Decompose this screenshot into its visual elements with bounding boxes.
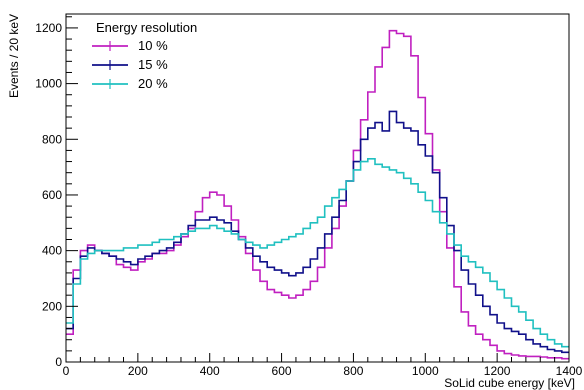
y-tick-label: 200 (42, 299, 62, 313)
ticks-layer (65, 16, 570, 363)
series-layer (66, 29, 569, 360)
x-tick-label: 1400 (556, 364, 583, 378)
y-tick-label: 1000 (35, 77, 62, 91)
plot-frame (65, 13, 570, 363)
x-tick-label: 200 (128, 364, 148, 378)
x-tick-label: 800 (343, 364, 363, 378)
x-axis-label: SoLid cube energy [keV] (444, 376, 575, 390)
legend-label: 20 % (138, 76, 168, 91)
y-axis-label: Events / 20 keV (7, 14, 21, 98)
legend: Energy resolution 10 % 15 % 20 % (92, 20, 197, 91)
legend-entry: 10 % (92, 38, 168, 53)
x-tick-label: 1200 (484, 364, 511, 378)
legend-title: Energy resolution (96, 20, 197, 35)
x-tick-label: 400 (200, 364, 220, 378)
y-tick-label: 600 (42, 188, 62, 202)
legend-entries: 10 % 15 % 20 % (92, 38, 168, 91)
series-line-1 (66, 29, 569, 360)
legend-entry: 20 % (92, 76, 168, 91)
y-tick-label: 0 (55, 355, 62, 369)
y-tick-label: 400 (42, 244, 62, 258)
y-tick-label: 800 (42, 132, 62, 146)
x-tick-label: 600 (272, 364, 292, 378)
tick-labels-layer: 0 200 400 600 800 1000 1200 1400 0 200 400 600 800 10… (35, 21, 582, 378)
x-tick-label: 0 (63, 364, 70, 378)
series-line-2 (66, 110, 569, 354)
x-tick-label: 1000 (412, 364, 439, 378)
legend-label: 10 % (138, 38, 168, 53)
legend-label: 15 % (138, 57, 168, 72)
y-tick-label: 1200 (35, 21, 62, 35)
series-line-3 (66, 158, 569, 348)
legend-entry: 15 % (92, 57, 168, 72)
